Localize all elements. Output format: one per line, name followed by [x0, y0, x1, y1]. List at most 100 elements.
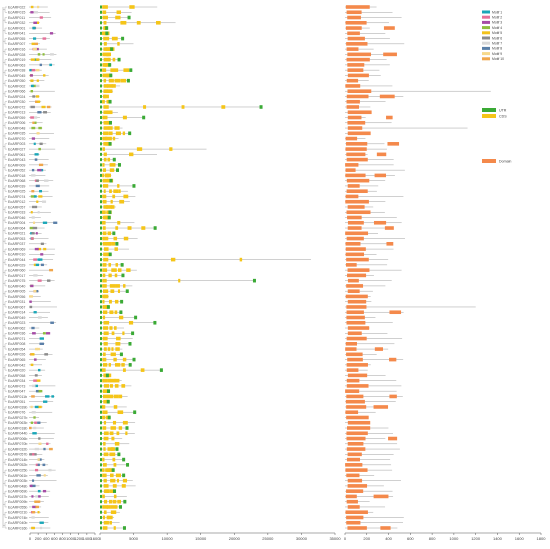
utr-box — [100, 126, 102, 130]
gene-name-label: EcARF009 — [8, 163, 25, 167]
domain-box — [346, 210, 371, 215]
motif-box — [31, 511, 36, 514]
motif-box — [37, 511, 40, 514]
motif-box — [40, 526, 43, 530]
domain-box — [346, 310, 364, 315]
utr-box — [100, 300, 102, 304]
cds-box — [136, 147, 143, 151]
utr-box — [100, 400, 102, 404]
motif-box — [41, 105, 46, 109]
utr-box — [100, 310, 102, 314]
gene-name-label: EcARF052b — [8, 463, 27, 467]
motif-panel — [29, 5, 58, 530]
gene-name-label: EcARF034 — [8, 379, 25, 383]
cds-box — [121, 384, 126, 388]
motif-box — [34, 405, 39, 409]
cds-box — [116, 10, 121, 15]
motif-box — [38, 195, 43, 198]
cds-box — [136, 20, 141, 25]
utr-box — [100, 189, 102, 193]
cds-box — [103, 205, 108, 209]
cds-box — [103, 110, 109, 115]
cds-box — [109, 163, 116, 167]
utr-box — [100, 100, 102, 104]
gene-tick-label: 0 — [99, 536, 102, 541]
cds-box — [109, 136, 112, 141]
domain-box — [347, 452, 362, 457]
utr-box — [122, 526, 126, 530]
domain-box — [389, 310, 402, 315]
utr-box — [128, 363, 132, 367]
motif-box — [40, 168, 44, 172]
utr-box — [122, 473, 126, 478]
domain-box — [345, 168, 356, 172]
motif-box — [37, 421, 41, 424]
utr-box — [120, 299, 124, 304]
motif-box — [32, 479, 35, 482]
cds-box — [102, 294, 106, 299]
motif-legend-label: Motif 1 — [492, 10, 502, 14]
utr-box — [153, 320, 157, 325]
domain-box — [345, 468, 368, 472]
motif-tick-label: 800 — [59, 536, 66, 541]
motif-box — [47, 279, 51, 282]
cds-box — [122, 131, 126, 136]
utr-box — [100, 437, 102, 441]
motif-box — [50, 321, 54, 324]
motif-box — [37, 279, 42, 282]
motif-box — [34, 11, 38, 14]
cds-box — [103, 78, 107, 83]
motif-box — [35, 463, 40, 467]
motif-box — [32, 332, 36, 335]
motif-legend-swatch — [482, 15, 490, 19]
cds-box — [103, 347, 107, 351]
utr-box — [100, 179, 102, 183]
utr-box — [100, 452, 102, 456]
gene-tick-label: 20000 — [229, 536, 241, 541]
utr-box — [100, 273, 102, 277]
cds-box — [107, 515, 113, 520]
domain-box — [347, 484, 368, 488]
gene-name-label: EcARF044 — [8, 258, 25, 262]
motif-box — [31, 174, 36, 177]
cds-box — [103, 252, 106, 257]
motif-box — [36, 200, 39, 203]
motif-box — [34, 195, 37, 198]
motif-box — [34, 205, 38, 209]
cds-box — [123, 236, 129, 241]
domain-box — [346, 515, 364, 520]
cds-box — [118, 189, 121, 193]
gene-name-label: EcARF046 — [8, 216, 25, 220]
motif-box — [34, 374, 38, 377]
domain-box — [345, 231, 369, 236]
cds-box — [109, 431, 114, 436]
domain-box — [345, 463, 363, 467]
motif-legend-swatch — [482, 36, 490, 40]
gene-tick-label: 5000 — [129, 536, 139, 541]
motif-box — [38, 437, 41, 440]
utr-box — [100, 463, 102, 467]
domain-tick-label: 1600 — [515, 536, 525, 541]
utr-box — [108, 142, 112, 146]
domain-box — [346, 99, 360, 104]
utr-box — [125, 426, 129, 430]
gene-name-label: EcARF065 — [8, 358, 25, 362]
motif-box — [30, 105, 35, 109]
motif-box — [32, 453, 37, 456]
gene-name-label: EcARF041 — [8, 32, 25, 36]
gene-tick-label: 15000 — [195, 536, 207, 541]
cds-box — [113, 326, 117, 330]
domain-box — [346, 78, 359, 83]
cds-box — [102, 220, 106, 225]
cds-box — [115, 347, 120, 351]
motif-box — [50, 53, 54, 56]
utr-box — [100, 268, 102, 272]
cds-box — [112, 457, 116, 462]
cds-box — [118, 426, 123, 430]
cds-box — [116, 336, 121, 341]
cds-box — [111, 242, 116, 246]
gene-name-label: EcARF072 — [8, 105, 25, 109]
utr-box — [106, 305, 110, 309]
utr-box — [100, 10, 102, 14]
